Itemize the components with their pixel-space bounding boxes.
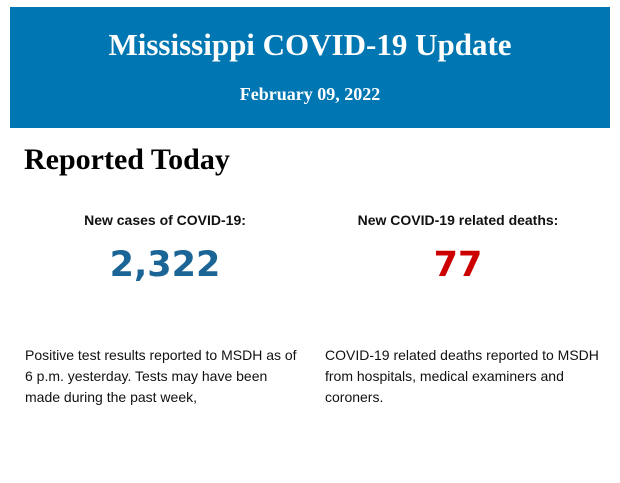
cases-panel: New cases of COVID-19: 2,322 <box>20 212 310 285</box>
deaths-value: 77 <box>433 245 483 285</box>
deaths-panel: New COVID-19 related deaths: 77 <box>313 212 603 285</box>
deaths-description: COVID-19 related deaths reported to MSDH… <box>325 347 599 405</box>
section-title: Reported Today <box>24 143 230 176</box>
cases-description: Positive test results reported to MSDH a… <box>25 347 297 405</box>
report-date: February 09, 2022 <box>239 84 381 104</box>
page-title: Mississippi COVID-19 Update <box>108 27 512 62</box>
cases-value: 2,322 <box>109 245 221 285</box>
header-banner: Mississippi COVID-19 Update February 09,… <box>10 7 610 128</box>
deaths-label: New COVID-19 related deaths: <box>357 212 559 228</box>
cases-label: New cases of COVID-19: <box>84 212 246 228</box>
